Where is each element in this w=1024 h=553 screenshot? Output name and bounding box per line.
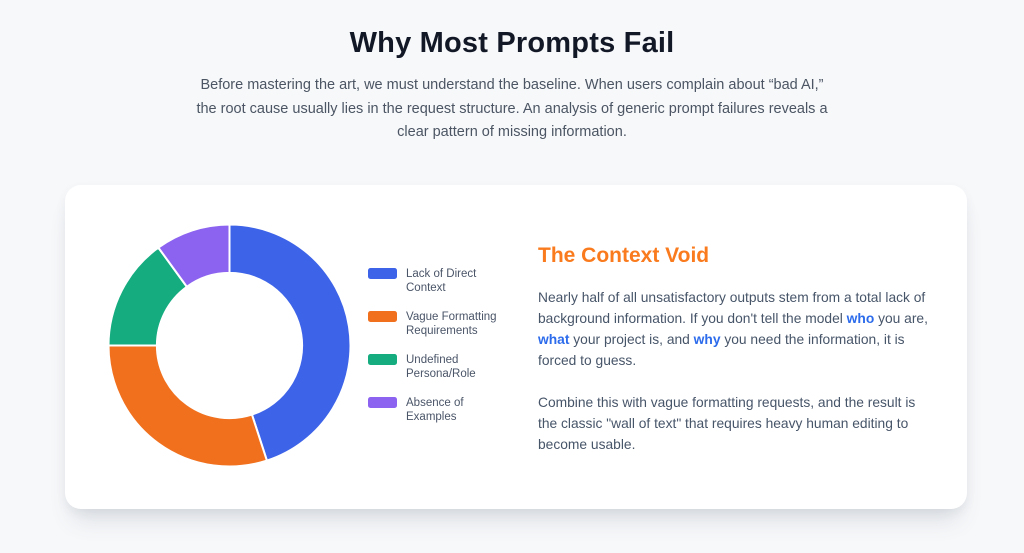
legend-item-0[interactable]: Lack of Direct Context: [368, 267, 510, 295]
legend-swatch-3: [368, 397, 397, 409]
keyword-why: why: [693, 331, 721, 347]
legend-label-1: Vague Formatting Requirements: [406, 310, 497, 337]
legend-swatch-2: [368, 354, 397, 366]
legend-swatch-1: [368, 311, 397, 323]
chart-area: Lack of Direct Context Vague Formatting R…: [65, 185, 510, 509]
legend-swatch-0: [368, 268, 397, 280]
why-prompts-fail-section: Why Most Prompts Fail Before mastering t…: [65, 27, 967, 509]
legend-label-3: Absence of Examples: [406, 396, 464, 423]
p1-text-3: your project is, and: [569, 331, 694, 347]
keyword-who: who: [846, 310, 875, 326]
card-paragraph-1: Nearly half of all unsatisfactory output…: [538, 287, 933, 371]
p1-text-1: Nearly half of all unsatisfactory output…: [538, 289, 926, 326]
keyword-what: what: [538, 331, 570, 347]
legend-item-1[interactable]: Vague Formatting Requirements: [368, 310, 510, 338]
section-subtitle: Before mastering the art, we must unders…: [196, 77, 828, 141]
failure-donut-chart[interactable]: [107, 223, 352, 468]
donut-slice-1[interactable]: [107, 344, 268, 468]
legend-label-0: Lack of Direct Context: [406, 267, 477, 294]
legend-item-3[interactable]: Absence of Examples: [368, 396, 510, 424]
context-void-card: Lack of Direct Context Vague Formatting R…: [65, 184, 967, 509]
card-heading: The Context Void: [538, 243, 710, 267]
section-title: Why Most Prompts Fail: [349, 27, 675, 59]
legend-item-2[interactable]: Undefined Persona/Role: [368, 353, 510, 381]
donut-slice-3[interactable]: [157, 223, 231, 288]
chart-legend: Lack of Direct Context Vague Formatting R…: [368, 267, 510, 424]
context-void-content: The Context Void Nearly half of all unsa…: [510, 185, 967, 509]
p1-text-4: you need the information, it is forced t…: [538, 331, 905, 368]
card-paragraph-2: Combine this with vague formatting reque…: [538, 394, 916, 452]
p1-text-2: you are,: [874, 310, 928, 326]
legend-label-2: Undefined Persona/Role: [406, 353, 476, 380]
donut-slice-0[interactable]: [228, 223, 352, 462]
